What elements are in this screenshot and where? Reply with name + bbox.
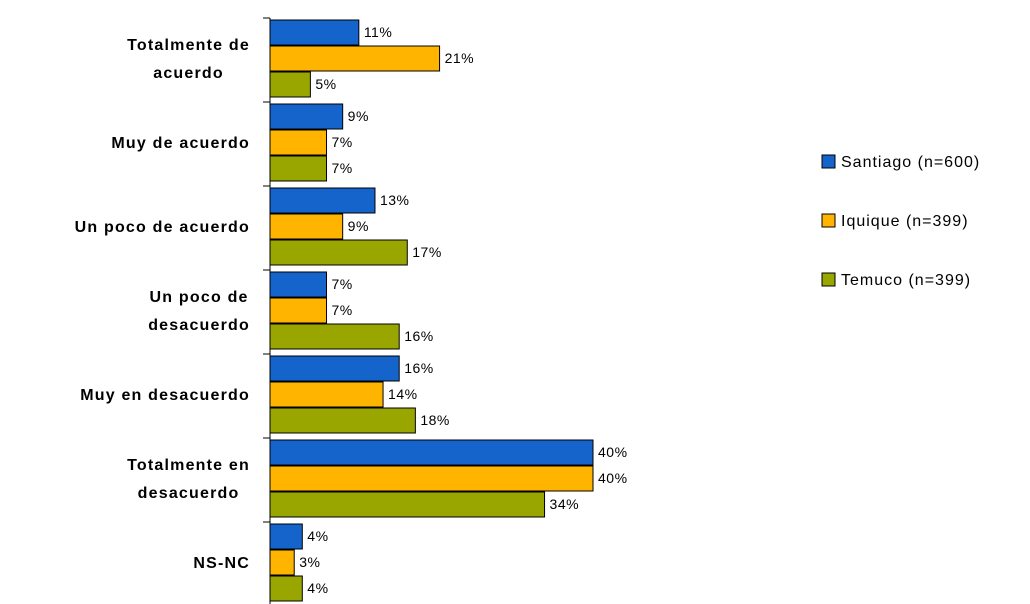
value-label: 16% (404, 328, 434, 344)
bar (269, 465, 594, 492)
bar (269, 491, 546, 518)
legend-label: Santiago (n=600) (841, 154, 980, 171)
bar (269, 187, 376, 214)
value-label: 9% (348, 218, 369, 234)
bar (269, 549, 295, 576)
value-label: 7% (332, 160, 353, 176)
bar (269, 381, 384, 408)
value-label: 18% (420, 412, 450, 428)
bar (269, 523, 303, 550)
value-label: 17% (412, 244, 442, 260)
category-label: Muy de acuerdo (111, 135, 250, 152)
category-label: Muy en desacuerdo (80, 387, 250, 404)
value-label: 4% (307, 528, 328, 544)
bar (269, 407, 416, 434)
value-label: 7% (332, 134, 353, 150)
value-label: 13% (380, 192, 410, 208)
bar (269, 439, 594, 466)
bar (269, 71, 311, 98)
value-label: 40% (598, 470, 628, 486)
legend-label: Temuco (n=399) (841, 272, 971, 289)
legend-label: Iquique (n=399) (841, 213, 969, 230)
value-label: 5% (315, 76, 336, 92)
value-label: 21% (445, 50, 475, 66)
bar (269, 323, 400, 350)
category-label: Totalmente de acuerdo (127, 37, 250, 82)
legend-swatch (821, 213, 836, 228)
bar (269, 271, 328, 298)
value-label: 14% (388, 386, 418, 402)
bar (269, 103, 344, 130)
value-label: 3% (299, 554, 320, 570)
bar (269, 575, 303, 602)
bar (269, 297, 328, 324)
bar (269, 355, 400, 382)
legend-swatch (821, 154, 836, 169)
value-label: 7% (332, 302, 353, 318)
value-label: 40% (598, 444, 628, 460)
value-label: 34% (550, 496, 580, 512)
category-label: NS-NC (193, 555, 250, 572)
value-label: 9% (348, 108, 369, 124)
bar (269, 19, 360, 46)
category-label: Totalmente en desacuerdo (127, 457, 250, 502)
category-label: Un poco de acuerdo (74, 219, 250, 236)
bar (269, 45, 441, 72)
category-label: Un poco de desacuerdo (148, 289, 250, 334)
bar (269, 213, 344, 240)
legend-swatch (821, 272, 836, 287)
value-label: 11% (364, 24, 392, 40)
bar (269, 155, 328, 182)
value-label: 16% (404, 360, 434, 376)
bar (269, 239, 408, 266)
bar (269, 129, 328, 156)
value-label: 7% (332, 276, 353, 292)
value-label: 4% (307, 580, 328, 596)
